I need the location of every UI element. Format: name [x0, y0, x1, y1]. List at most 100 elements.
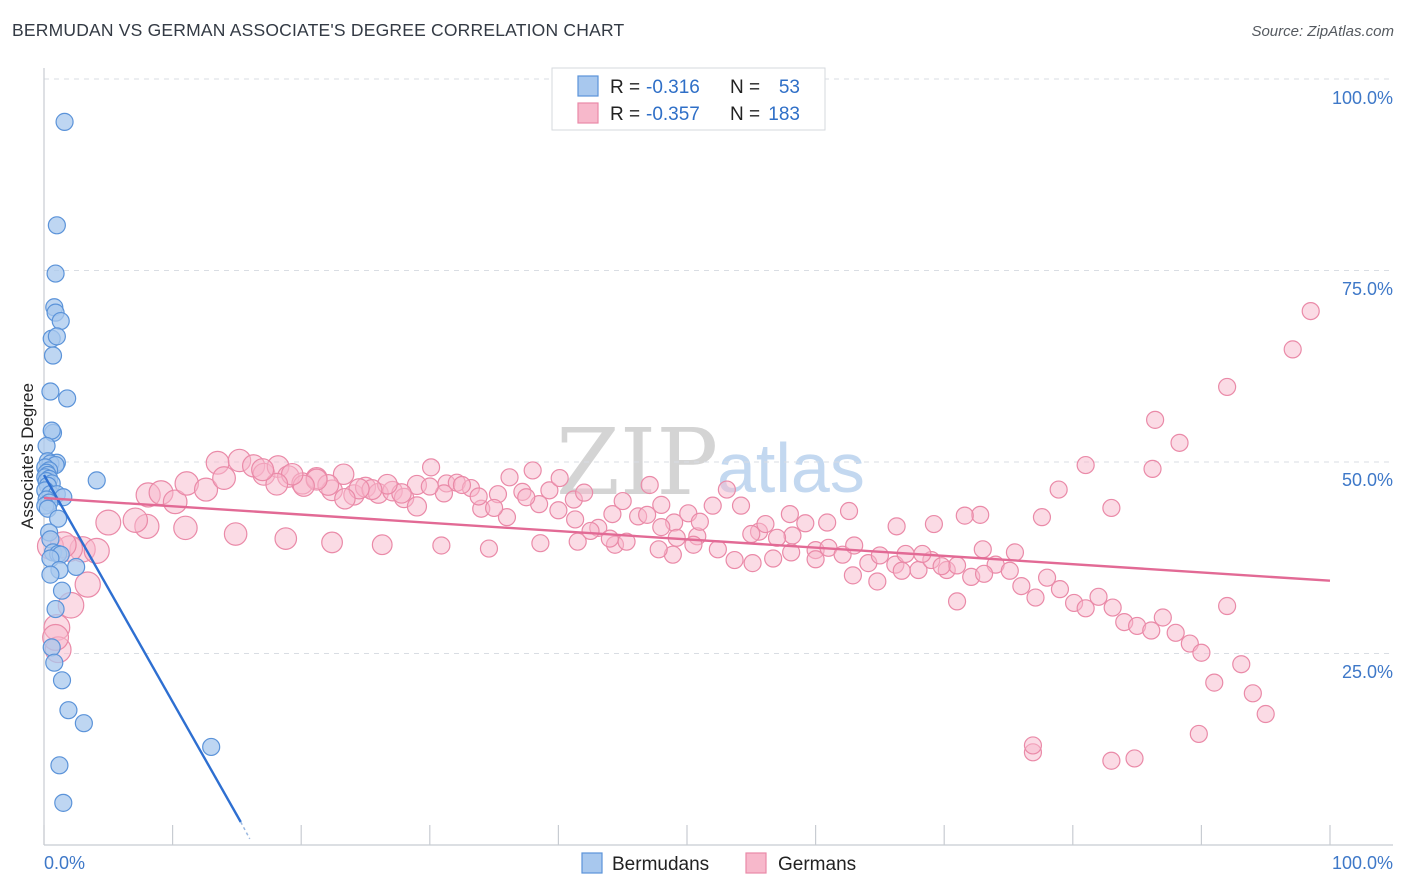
germans-point-26	[371, 534, 393, 556]
germans-point-94	[780, 504, 799, 524]
germans-point-89	[717, 480, 736, 499]
germans-point-113	[1026, 588, 1045, 607]
germans-point-84	[652, 495, 671, 514]
germans-point-75	[540, 481, 559, 500]
germans-point-83	[640, 475, 659, 495]
bermudans-point-1	[47, 216, 66, 235]
legend-n-label-bermudans: N =	[730, 77, 760, 98]
trend-layer	[42, 474, 1331, 840]
y-tick-label-50: 50.0%	[1342, 470, 1393, 490]
germans-point-101	[870, 546, 890, 565]
bermudans-point-5	[51, 311, 70, 331]
germans-point-139	[947, 592, 967, 611]
germans-point-50	[212, 466, 236, 491]
germans-point-123	[1153, 608, 1172, 627]
germans-point-5	[1143, 459, 1162, 478]
bermudans-point-0	[55, 112, 74, 131]
germans-point-167	[420, 477, 439, 496]
germans-point-66	[421, 458, 441, 477]
germans-point-76	[550, 468, 569, 488]
watermark-atlas: atlas	[717, 429, 865, 507]
bermudans-point-36	[49, 509, 68, 528]
germans-point-90	[731, 496, 751, 515]
legend-n-label-germans: N =	[730, 104, 760, 125]
germans-trend-line	[43, 496, 1331, 582]
germans-point-161	[517, 488, 536, 507]
germans-point-10	[955, 506, 974, 525]
germans-point-132	[1189, 724, 1208, 744]
germans-point-6	[1076, 455, 1095, 475]
germans-point-37	[74, 571, 101, 598]
bottom-legend-swatch-bermudans	[581, 852, 603, 874]
bottom-legend-label-bermudans: Bermudans	[612, 854, 709, 875]
bermudans-point-12	[42, 421, 61, 440]
bermudans-point-51	[59, 701, 78, 720]
germans-point-124	[1166, 623, 1185, 642]
germans-point-14	[839, 501, 859, 521]
legend-r-value-germans: -0.357	[646, 104, 700, 125]
germans-point-173	[334, 487, 356, 510]
x-tick-label-0: 0.0%	[44, 853, 85, 873]
germans-point-126	[1192, 643, 1211, 662]
germans-point-140	[932, 557, 951, 576]
germans-point-2	[1218, 377, 1237, 397]
germans-point-81	[613, 491, 632, 511]
germans-point-135	[1102, 751, 1121, 770]
germans-point-72	[500, 468, 519, 487]
y-axis-title: Associate's Degree	[18, 383, 37, 529]
chart-source: Source: ZipAtlas.com	[1251, 23, 1394, 40]
bermudans-point-55	[54, 793, 73, 812]
germans-point-88	[703, 496, 722, 515]
bermudans-point-13	[37, 436, 56, 456]
germans-point-143	[868, 572, 887, 591]
legend-swatch-bermudans	[577, 75, 599, 97]
bermudans-point-26	[87, 471, 106, 490]
grid-layer	[44, 78, 1393, 654]
bermudans-point-52	[74, 714, 93, 733]
germans-point-87	[690, 512, 709, 531]
y-tick-label-100: 100.0%	[1332, 88, 1393, 108]
germans-point-163	[485, 498, 504, 518]
germans-point-149	[725, 550, 744, 570]
germans-point-142	[892, 561, 911, 580]
germans-point-118	[1089, 587, 1108, 606]
germans-point-138	[974, 564, 994, 583]
germans-point-95	[796, 514, 815, 533]
bermudans-point-43	[67, 557, 86, 577]
germans-point-145	[806, 550, 825, 569]
germans-point-59	[332, 463, 355, 486]
germans-point-129	[1232, 655, 1251, 674]
germans-point-137	[1005, 543, 1025, 562]
germans-point-107	[947, 556, 967, 575]
germans-point-122	[1142, 621, 1161, 640]
bermudans-trend-extension	[240, 821, 251, 840]
germans-point-157	[581, 521, 600, 541]
germans-point-43	[122, 507, 149, 533]
germans-point-13	[818, 513, 837, 532]
germans-point-15	[783, 526, 802, 545]
germans-point-136	[1023, 736, 1043, 755]
germans-point-11	[1032, 508, 1052, 527]
legend-swatch-germans	[577, 102, 599, 124]
germans-point-20	[649, 540, 668, 559]
germans-point-153	[652, 518, 671, 537]
legend-r-label-germans: R =	[610, 104, 640, 125]
germans-point-159	[549, 501, 568, 520]
germans-point-7	[1049, 480, 1068, 499]
germans-point-130	[1243, 684, 1262, 703]
bermudans-point-49	[45, 653, 64, 672]
y-tick-label-75: 75.0%	[1342, 279, 1393, 299]
germans-point-150	[708, 540, 727, 559]
bermudans-point-48	[42, 638, 61, 657]
germans-point-154	[638, 505, 657, 524]
bermudans-point-10	[58, 389, 77, 408]
germans-point-158	[566, 510, 585, 529]
germans-point-133	[1125, 749, 1144, 768]
bermudans-trend-line	[42, 474, 242, 823]
germans-point-78	[575, 483, 594, 502]
germans-point-144	[843, 566, 862, 585]
germans-point-178	[265, 472, 289, 496]
germans-point-30	[173, 515, 198, 541]
bermudans-point-50	[52, 671, 72, 690]
